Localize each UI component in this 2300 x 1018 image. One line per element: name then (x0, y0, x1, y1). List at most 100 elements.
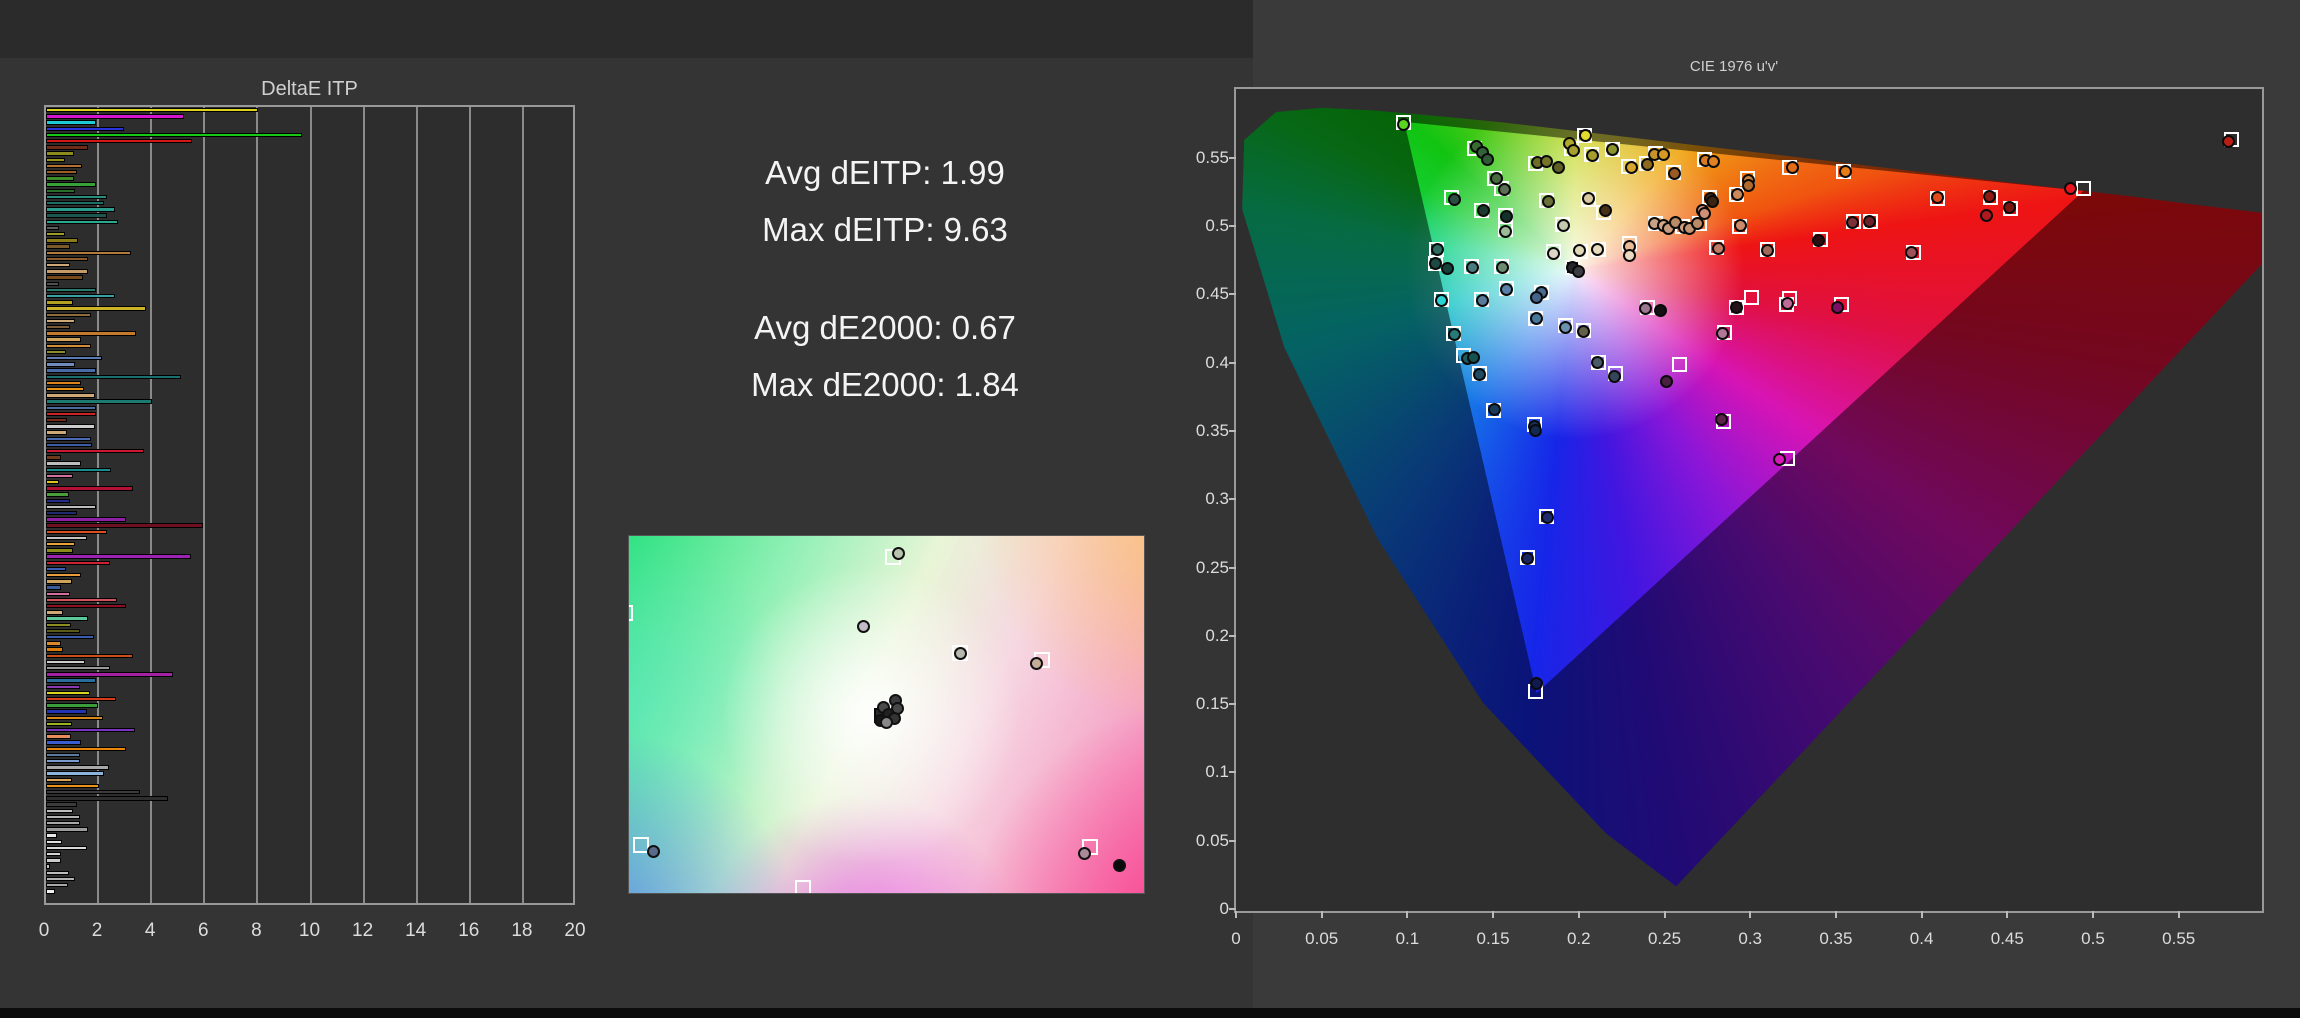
cie-measured-point (1530, 291, 1544, 305)
bar (46, 715, 104, 720)
bar (46, 337, 81, 342)
cie-measured-point (1567, 144, 1581, 158)
cie-measured-point (1447, 193, 1461, 207)
bar (46, 418, 68, 423)
bar (46, 635, 94, 640)
thumb-measured-point (879, 715, 893, 729)
cie-measured-point (1579, 128, 1593, 142)
bar (46, 573, 81, 578)
thumb-target-square (795, 880, 811, 893)
cie-measured-point (1546, 246, 1560, 260)
bar (46, 207, 116, 212)
bar (46, 604, 126, 609)
x-tick-label: 4 (144, 920, 156, 941)
bar (46, 300, 73, 305)
bar (46, 659, 86, 665)
stat-avg-de2000: Avg dE2000: 0.67 (754, 309, 1016, 346)
cie-measured-point (1573, 243, 1586, 257)
bar (46, 690, 91, 696)
bar (46, 616, 88, 621)
x-tick-label: 20 (564, 920, 586, 941)
bar (46, 151, 74, 156)
cie-y-tick-label: 0.1 (1205, 762, 1229, 782)
bar (46, 777, 72, 782)
cie-y-tick-label: 0.3 (1205, 489, 1229, 509)
cie-measured-point (1500, 282, 1514, 296)
cie-measured-point (1715, 412, 1729, 426)
cie-measured-point (1591, 243, 1604, 257)
grid-line (150, 107, 153, 903)
cie-measured-point (1397, 117, 1411, 131)
bar (46, 808, 73, 813)
cie-plot (1236, 89, 2262, 911)
thumb-target-square (633, 837, 649, 853)
bar (46, 864, 50, 869)
cie-y-tick-label: 0.35 (1195, 420, 1229, 440)
gamut-thumbnail (628, 535, 1145, 894)
cie-y-tick-mark (1229, 703, 1236, 706)
bar (46, 672, 173, 677)
thumb-target-square (629, 605, 633, 621)
cie-measured-point (1466, 351, 1480, 365)
cie-measured-point (1786, 161, 1800, 175)
cie-measured-point (1830, 301, 1844, 315)
stats-block: Avg dEITP: 1.99 Max dEITP: 9.63 Avg dE20… (630, 144, 1140, 413)
cie-measured-point (1622, 248, 1636, 262)
bar (46, 238, 78, 243)
bar (46, 641, 62, 646)
bar (46, 486, 133, 491)
bar (46, 424, 96, 429)
cie-measured-point (1741, 178, 1755, 192)
bar (46, 827, 89, 832)
bar (46, 201, 105, 206)
bar (46, 182, 97, 187)
bar (46, 498, 70, 503)
cie-y-tick-mark (1229, 361, 1236, 364)
grid-line (521, 107, 524, 903)
cie-measured-point (1668, 167, 1682, 181)
bar (46, 833, 58, 838)
bar (46, 721, 73, 727)
bar (46, 108, 259, 113)
cie-y-tick-label: 0.05 (1195, 830, 1229, 850)
cie-title: CIE 1976 u'v' (1689, 58, 1779, 75)
grid-line (362, 107, 365, 903)
bar (46, 163, 82, 169)
cie-measured-point (1605, 143, 1619, 156)
cie-y-tick-label: 0.5 (1205, 216, 1229, 235)
cie-measured-point (1448, 327, 1462, 341)
bar (46, 728, 136, 733)
bar (46, 461, 81, 466)
bar (46, 467, 112, 472)
deltae-itp-plot (44, 105, 575, 905)
cie-measured-point (1773, 452, 1787, 466)
cie-measured-point (1476, 204, 1490, 218)
bar (46, 548, 73, 553)
deltae-x-axis: 0 2 4 6 8 10 12 14 16 18 20 (39, 920, 586, 944)
cie-measured-point (1528, 423, 1542, 437)
thumb-measured-point (891, 546, 905, 560)
bar (46, 132, 302, 138)
cie-measured-point (1608, 370, 1622, 384)
bar (46, 771, 104, 776)
bar (46, 356, 102, 361)
cie-target-square (1671, 357, 1687, 373)
bar (46, 492, 69, 497)
grid-line (415, 107, 418, 903)
cie-y-tick-label: 0.2 (1205, 625, 1229, 645)
bar (46, 560, 110, 565)
stat-avg-deitp: Avg dEITP: 1.99 (765, 154, 1005, 191)
cie-measured-point (1496, 261, 1510, 275)
bar (46, 740, 82, 745)
x-tick-label: 14 (405, 920, 427, 941)
bar (46, 647, 63, 652)
bar (46, 387, 85, 392)
bar (46, 883, 69, 888)
cie-measured-point (1862, 215, 1876, 229)
bar (46, 796, 169, 801)
cie-y-tick-mark (1229, 771, 1236, 774)
bar (46, 585, 62, 590)
bar (46, 170, 77, 175)
bar (46, 157, 65, 162)
cie-measured-point (2064, 181, 2078, 195)
